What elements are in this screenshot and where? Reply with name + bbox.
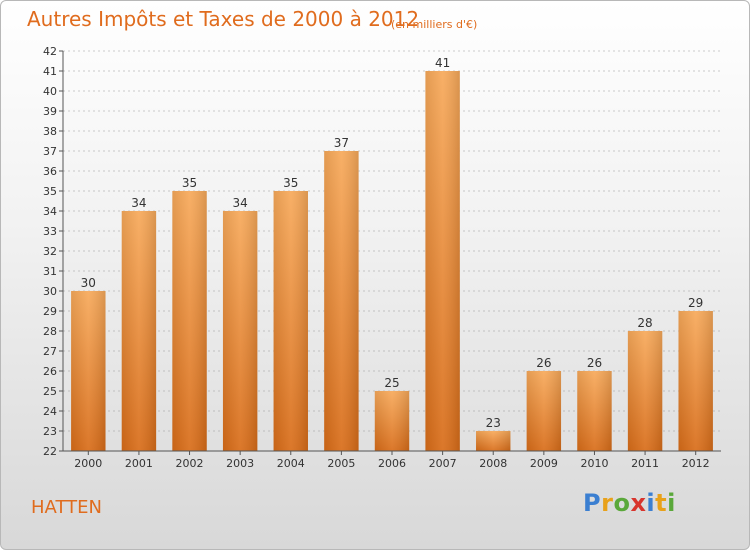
x-tick-label: 2002 [176, 457, 204, 470]
y-tick-label: 33 [43, 225, 57, 238]
y-tick-label: 30 [43, 285, 57, 298]
bar-shade [374, 391, 410, 451]
data-label: 35 [182, 176, 197, 190]
y-tick-label: 25 [43, 385, 57, 398]
y-tick-label: 38 [43, 125, 57, 138]
bar-shade [324, 151, 359, 451]
data-label: 29 [688, 296, 703, 310]
chart-title: Autres Impôts et Taxes de 2000 à 2012 [27, 7, 420, 31]
bar-shade [627, 331, 663, 451]
y-tick-label: 34 [43, 205, 57, 218]
bar-shade [678, 311, 713, 451]
y-tick-label: 41 [43, 65, 57, 78]
bar-shade [71, 291, 106, 451]
y-tick-label: 37 [43, 145, 57, 158]
bar-shade [425, 71, 460, 451]
bar-shade [476, 431, 511, 451]
data-label: 26 [587, 356, 602, 370]
y-tick-label: 36 [43, 165, 57, 178]
y-tick-label: 40 [43, 85, 57, 98]
logo-letter: i [667, 489, 676, 517]
y-tick-label: 35 [43, 185, 57, 198]
data-label: 30 [81, 276, 96, 290]
x-tick-label: 2003 [226, 457, 254, 470]
logo-letter: o [613, 489, 631, 517]
y-tick-label: 42 [43, 45, 57, 58]
x-tick-label: 2001 [125, 457, 153, 470]
x-tick-label: 2000 [74, 457, 102, 470]
x-tick-label: 2009 [530, 457, 558, 470]
y-tick-label: 29 [43, 305, 57, 318]
x-tick-label: 2006 [378, 457, 406, 470]
y-tick-label: 24 [43, 405, 57, 418]
chart-subtitle: (en milliers d'€) [391, 18, 478, 31]
y-tick-label: 26 [43, 365, 57, 378]
x-tick-label: 2004 [277, 457, 305, 470]
bar-shade [222, 211, 258, 451]
x-tick-label: 2011 [631, 457, 659, 470]
data-label: 34 [131, 196, 146, 210]
y-tick-label: 23 [43, 425, 57, 438]
y-tick-label: 28 [43, 325, 57, 338]
data-label: 37 [334, 136, 349, 150]
y-tick-label: 32 [43, 245, 57, 258]
y-tick-label: 22 [43, 445, 57, 458]
x-tick-label: 2005 [327, 457, 355, 470]
x-tick-label: 2007 [429, 457, 457, 470]
x-tick-label: 2010 [580, 457, 608, 470]
data-label: 25 [384, 376, 399, 390]
bar-shade [577, 371, 612, 451]
logo-letter: P [583, 489, 602, 517]
logo-letter: x [630, 489, 647, 517]
data-label: 41 [435, 56, 450, 70]
proxiti-logo[interactable]: Proxiti [583, 489, 676, 517]
logo-letter: r [601, 489, 614, 517]
bar-shade [526, 371, 562, 451]
data-label: 23 [486, 416, 501, 430]
commune-name: HATTEN [31, 497, 102, 518]
data-label: 34 [233, 196, 248, 210]
y-tick-label: 27 [43, 345, 57, 358]
bar-shade [172, 191, 207, 451]
data-label: 35 [283, 176, 298, 190]
data-label: 28 [637, 316, 652, 330]
x-tick-label: 2008 [479, 457, 507, 470]
bar-shade [273, 191, 308, 451]
y-tick-label: 31 [43, 265, 57, 278]
y-tick-label: 39 [43, 105, 57, 118]
logo-letter: t [655, 489, 668, 517]
x-tick-label: 2012 [682, 457, 710, 470]
logo-letter: i [646, 489, 656, 517]
bar-shade [121, 211, 157, 451]
data-label: 26 [536, 356, 551, 370]
